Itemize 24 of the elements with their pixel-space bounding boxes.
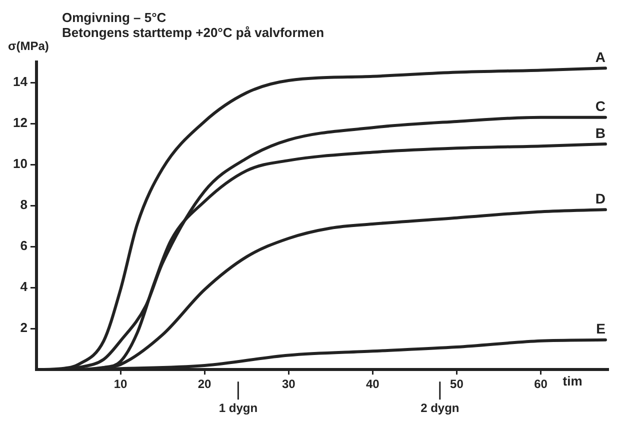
chart-subtitle: Betongens starttemp +20°C på valvformen — [62, 25, 324, 40]
series-label: C — [595, 98, 606, 114]
y-tick-label: 6 — [20, 238, 28, 254]
y-axis-title: σ(MPa) — [8, 39, 49, 53]
x-tick-label: 10 — [114, 377, 128, 392]
x-tick-label: 60 — [534, 377, 548, 392]
series-label: A — [595, 49, 606, 66]
y-tick-label: 2 — [20, 320, 28, 336]
ref-line-label: 1 dygn — [218, 400, 258, 415]
x-tick-label: 50 — [450, 377, 464, 392]
x-tick-label: 40 — [366, 377, 380, 392]
chart-title: Omgivning – 5°C — [62, 10, 167, 25]
series-label: E — [596, 320, 606, 337]
series-label: D — [595, 190, 606, 207]
y-tick-label: 8 — [20, 197, 28, 212]
y-tick-label: 4 — [20, 279, 28, 294]
y-tick-label: 12 — [12, 115, 28, 130]
x-axis-title: tim — [562, 374, 582, 389]
y-tick-label: 10 — [12, 156, 28, 172]
x-tick-label: 30 — [282, 377, 296, 392]
x-tick-label: 20 — [198, 377, 212, 392]
series-label: B — [595, 124, 606, 141]
y-tick-label: 14 — [12, 74, 28, 90]
ref-line-label: 2 dygn — [420, 400, 460, 415]
